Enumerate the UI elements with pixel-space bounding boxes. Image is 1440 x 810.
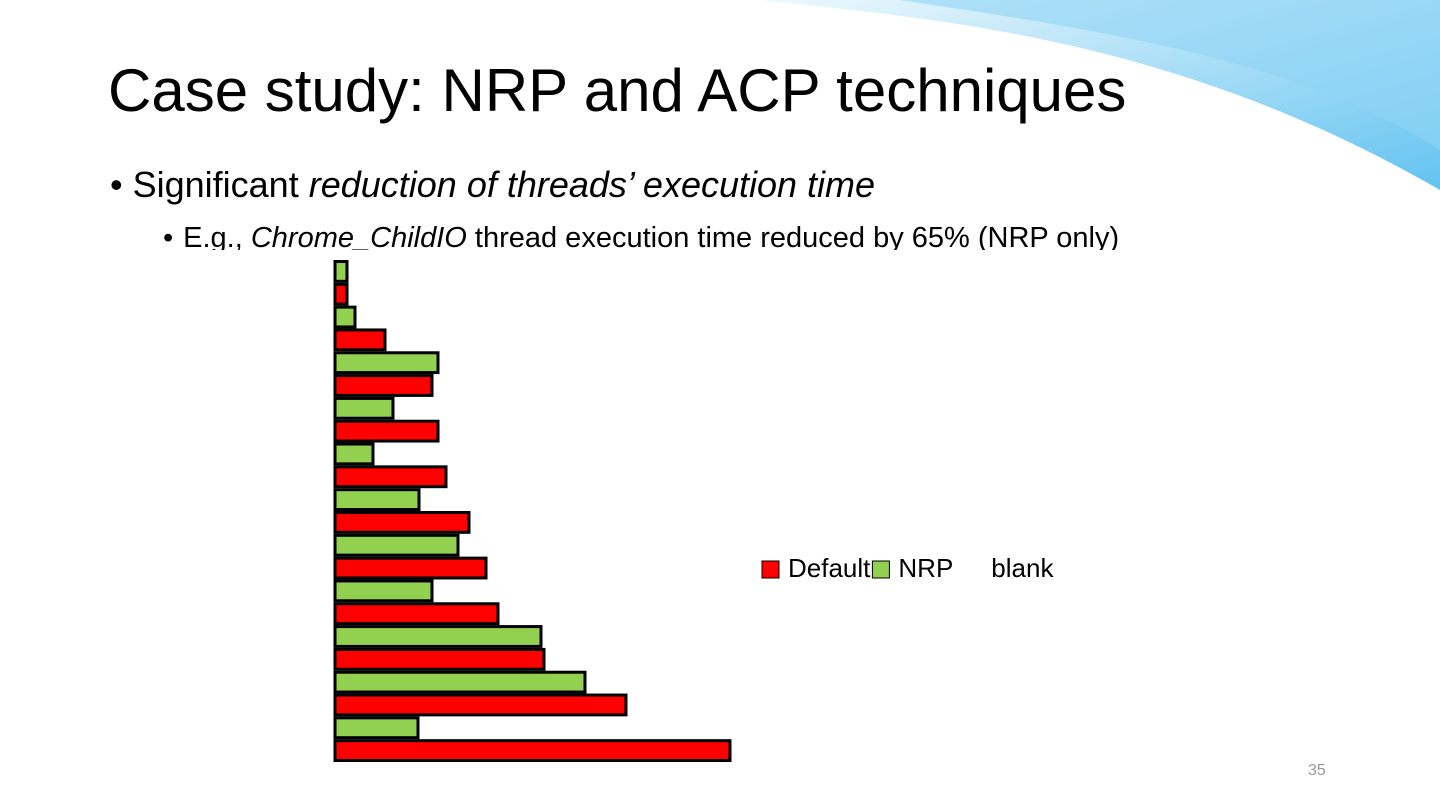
bar <box>333 716 420 740</box>
bar <box>333 305 357 329</box>
sub-bullet: E.g., Chrome_ChildIO thread execution ti… <box>163 222 1119 255</box>
bullet-text: thread execution time reduced by 65% (NR… <box>466 222 1120 254</box>
bar <box>333 693 628 717</box>
bullet-text: reduction of threads’ execution time <box>308 164 876 205</box>
legend-label: NRP <box>898 553 953 583</box>
bullet: Significant reduction of threads’ execut… <box>110 164 875 206</box>
bar <box>333 351 440 375</box>
bar <box>333 282 349 306</box>
bar <box>333 579 434 603</box>
bullet-text: Chrome_ChildIO <box>250 222 467 254</box>
bar <box>333 625 543 648</box>
slide-title: Case study: NRP and ACP techniques <box>108 57 1127 124</box>
legend-label: blank <box>991 553 1054 583</box>
bar <box>333 670 587 694</box>
bar <box>333 739 732 763</box>
bar <box>333 511 471 534</box>
bullet-text: E.g., <box>183 222 251 254</box>
bar <box>333 396 395 420</box>
legend-swatch <box>761 560 780 579</box>
page-number: 35 <box>1308 762 1326 779</box>
bar <box>333 533 460 557</box>
bar <box>333 647 546 671</box>
bar <box>333 488 421 512</box>
bar <box>333 465 448 489</box>
bar <box>333 328 387 352</box>
background-swoosh <box>760 0 1440 190</box>
bar <box>333 374 434 397</box>
bar <box>333 442 375 466</box>
chart: Default NRP blank <box>160 250 1320 770</box>
bar <box>333 419 440 443</box>
bar <box>333 602 500 626</box>
legend-label: Default <box>788 553 871 583</box>
bar <box>333 260 349 283</box>
bar <box>333 556 488 580</box>
bullet-text: Significant <box>132 164 309 205</box>
legend-swatch <box>871 560 890 579</box>
